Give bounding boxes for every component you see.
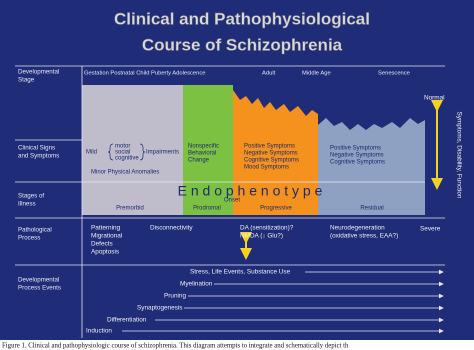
event: Induction xyxy=(86,328,112,335)
stage: Onset xyxy=(224,198,240,204)
anomalies: Minor Physical Anomalies xyxy=(91,170,159,176)
row-label: Stages of xyxy=(18,193,44,200)
row-label: Process xyxy=(18,235,40,242)
early-process: Patterning xyxy=(91,225,121,232)
prodromal-signs: Nonspecific xyxy=(188,144,219,150)
neurodegeneration: Neurodegeneration xyxy=(330,225,385,232)
domain: cognitive xyxy=(115,156,139,162)
premorbid-region xyxy=(82,85,183,215)
prodromal-signs: Behavioral xyxy=(188,151,216,157)
domain: motor xyxy=(115,144,130,150)
stage: Progressive xyxy=(260,206,292,212)
early-process: Apoptosis xyxy=(91,249,119,256)
row-label: Clinical Signs xyxy=(18,145,55,152)
neurodegeneration: (oxidative stress, EAA?) xyxy=(330,233,398,240)
row-label: Pathological xyxy=(18,227,52,234)
braces xyxy=(107,143,146,161)
life-stage: Senescence xyxy=(378,71,410,77)
endophenotype: E n d o p h e n o t y p e xyxy=(178,183,323,199)
residual-region xyxy=(318,118,425,215)
prodromal-signs: Change xyxy=(188,158,210,164)
da: DA (sensitization)? xyxy=(240,225,294,232)
residual-signs: Negative Symptoms xyxy=(330,153,384,159)
event-arrows xyxy=(122,269,444,334)
mild: Mild xyxy=(86,150,97,156)
early-process: Defects xyxy=(91,241,113,248)
da: NMDA (↓ Glu?) xyxy=(240,233,283,240)
stage: Residual xyxy=(360,206,383,212)
scale-axis: Symptoms, Disability, Function xyxy=(455,112,462,199)
progressive-signs: Cognitive Symptoms xyxy=(244,158,299,164)
stage: Prodromal xyxy=(193,206,221,212)
progressive-signs: Mood Symptoms xyxy=(244,165,289,171)
scale-bottom: Severe xyxy=(420,226,441,233)
life-stage: Gestation Postnatal Child Puberty Adoles… xyxy=(84,71,206,77)
prodromal-region xyxy=(183,85,233,215)
caption: Figure 1. Clinical and pathophysiologic … xyxy=(2,343,349,350)
row-label: Process Events xyxy=(18,285,61,292)
row-label: Stage xyxy=(18,77,35,84)
progressive-signs: Positive Symptoms xyxy=(244,144,295,150)
event: Myelination xyxy=(180,281,213,288)
row-label: and Symptoms xyxy=(18,153,59,160)
event: Synaptogenesis xyxy=(137,305,182,312)
progressive-signs: Negative Symptoms xyxy=(244,151,298,157)
stage: Premorbid xyxy=(116,206,144,212)
progressive-region xyxy=(233,90,318,215)
title: Clinical and Pathophysiological xyxy=(114,9,370,28)
residual-signs: Positive Symptoms xyxy=(330,146,381,152)
life-stage: Middle Age xyxy=(302,71,331,77)
domain: social xyxy=(115,150,130,156)
row-label: Illness xyxy=(18,201,36,208)
residual-signs: Cognitive Symptoms xyxy=(330,160,385,166)
row-label: Developmental xyxy=(18,69,59,76)
title: Course of Schizophrenia xyxy=(142,35,343,54)
grid-lines xyxy=(15,65,445,338)
scale-top: Normal xyxy=(424,95,445,102)
impairments: Impairments xyxy=(146,150,179,156)
early-process: Migrational xyxy=(91,233,122,240)
event: Stress, Life Events, Substance Use xyxy=(190,269,291,276)
life-stage: Adult xyxy=(262,71,276,77)
event: Differentiation xyxy=(107,317,147,324)
row-label: Developmental xyxy=(18,277,59,284)
event: Pruning xyxy=(164,293,186,300)
disconnectivity: Disconnectivity xyxy=(150,225,193,232)
